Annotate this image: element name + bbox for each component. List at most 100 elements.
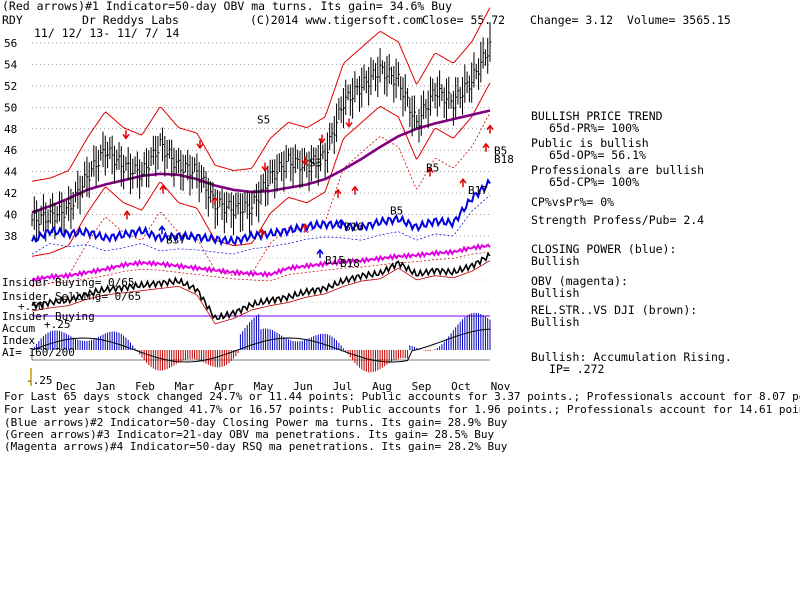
accumulation-status: Bullish: Accumulation Rising. xyxy=(531,350,732,364)
signal-label-b37: B37 xyxy=(166,233,186,246)
rel-strength-line xyxy=(31,251,491,321)
y-tick-label: 48 xyxy=(4,123,17,136)
public-status: Public is bullish xyxy=(531,136,649,150)
lower-band-dotted xyxy=(31,112,491,287)
signal-label-b17: B17 xyxy=(468,184,488,197)
index-label: Index xyxy=(2,334,36,347)
obv-label: OBV (magenta): xyxy=(531,274,628,288)
buy-arrowhead xyxy=(337,218,345,225)
x-tick-label: Mar xyxy=(175,380,195,393)
y-tick-label: 42 xyxy=(4,187,17,200)
signal-label-s5: S5 xyxy=(257,113,270,126)
insider-selling-label: Insider Selling= 0/65 xyxy=(2,290,142,303)
accumulation-ma xyxy=(31,328,491,363)
x-tick-label: Apr xyxy=(214,380,234,393)
sell-arrowhead xyxy=(345,122,353,128)
rel-strength-status: Bullish xyxy=(531,315,580,329)
buy-arrowhead xyxy=(482,142,490,149)
lower-band xyxy=(31,82,491,257)
buy-arrowhead xyxy=(301,222,309,229)
closing-power-label: CLOSING POWER (blue): xyxy=(531,242,677,256)
rel-strength-label: REL.STR..VS DJI (brown): xyxy=(531,303,698,317)
trading-bands xyxy=(31,7,491,287)
company-name: Dr Reddys Labs xyxy=(82,13,179,27)
closing-power-status: Bullish xyxy=(531,254,580,268)
accum-label: Accum xyxy=(2,322,36,335)
y-tick-label: 52 xyxy=(4,80,17,93)
x-tick-label: Nov xyxy=(491,380,511,393)
x-tick-label: Oct xyxy=(451,380,471,393)
footer-year: For Last year stock changed 41.7% or 16.… xyxy=(4,403,800,416)
x-tick-label: Aug xyxy=(372,380,392,393)
signal-label-b18: B18 xyxy=(340,257,360,270)
insider-buying-label: Insider Buying= 0/65 xyxy=(2,276,135,289)
rel-strength-ma xyxy=(31,260,491,325)
buy-arrowhead xyxy=(158,225,166,231)
date-range: 11/ 12/ 13- 11/ 7/ 14 xyxy=(34,26,180,40)
volume: Volume= 3565.15 xyxy=(627,13,731,27)
copyright: (C)2014 www.tigersoft.com xyxy=(250,13,424,27)
y-tick-label: 46 xyxy=(4,144,17,157)
y-tick-label: 40 xyxy=(4,209,17,222)
plus50-label: +.50 xyxy=(18,300,45,313)
ai-label: AI= 160/200 xyxy=(2,346,75,359)
y-tick-label: 56 xyxy=(4,37,17,50)
x-tick-label: Jul xyxy=(333,380,353,393)
close-price: Close= 55.72 xyxy=(422,13,506,27)
signal-label-b16: B16 xyxy=(344,221,364,234)
sell-arrowhead xyxy=(318,138,326,144)
x-axis-labels: Dec Jan Feb Mar Apr May Jun Jul Aug Sep Oct Nov xyxy=(56,380,511,393)
y-tick-label: 38 xyxy=(4,230,17,243)
obv-line xyxy=(31,242,491,283)
signal-label-s3: S3 xyxy=(309,156,322,169)
x-tick-label: Feb xyxy=(135,380,155,393)
footer-65day: For Last 65 days stock changed 24.7% or … xyxy=(4,390,800,403)
signal-label-b15: B15 xyxy=(325,254,345,267)
x-tick-label: Jun xyxy=(293,380,313,393)
obv-status: Bullish xyxy=(531,286,580,300)
footer-green-arrows: (Green arrows)#3 Indicator=21-day OBV ma… xyxy=(4,428,495,441)
change: Change= 3.12 xyxy=(530,13,614,27)
sell-arrowhead xyxy=(261,166,269,172)
plus25-label: +.25 xyxy=(44,318,71,331)
ticker: RDY xyxy=(2,13,23,27)
buy-arrowhead xyxy=(316,248,324,255)
minus25-label: -.25 xyxy=(26,374,53,387)
op-pct: 65d-OP%= 56.1% xyxy=(549,148,646,162)
y-axis-ticks: 38 40 42 44 46 48 50 52 54 56 xyxy=(4,37,18,243)
x-tick-label: May xyxy=(254,380,274,393)
x-tick-label: Jan xyxy=(96,380,116,393)
indicator-lines xyxy=(31,178,491,325)
accumulation-histogram xyxy=(31,312,491,373)
signal-label-b5: B5 xyxy=(426,162,439,175)
buy-arrowhead xyxy=(123,210,131,216)
x-tick-label: Sep xyxy=(412,380,432,393)
obv-ma xyxy=(31,251,491,287)
ip-value: IP= .272 xyxy=(549,362,605,376)
buy-arrowhead xyxy=(258,228,266,235)
upper-band xyxy=(31,7,491,182)
strength-ratio: Strength Profess/Pub= 2.4 xyxy=(531,213,705,227)
professionals-status: Professionals are bullish xyxy=(531,163,705,177)
sell-arrowhead xyxy=(301,159,309,166)
sell-arrowhead xyxy=(122,133,130,140)
buy-arrowhead xyxy=(159,184,167,191)
signal-label-b5: B5 xyxy=(390,205,403,218)
buy-arrowhead xyxy=(486,124,494,131)
buy-arrowhead xyxy=(459,177,467,184)
header-indicator-line: (Red arrows)#1 Indicator=50-day OBV ma t… xyxy=(2,0,453,13)
buy-arrowhead xyxy=(426,167,434,173)
x-tick-label: Dec xyxy=(56,380,76,393)
trend-title: BULLISH PRICE TREND xyxy=(531,109,663,123)
closing-power-line xyxy=(31,178,491,247)
insider-buying-label-2: Insider Buying xyxy=(2,310,95,323)
footer-magenta-arrows: (Magenta arrows)#4 Indicator=50-day RSQ … xyxy=(4,440,508,453)
y-tick-label: 54 xyxy=(4,58,18,71)
y-tick-label: 44 xyxy=(4,166,18,179)
sell-arrowhead xyxy=(196,143,204,150)
footer-blue-arrows: (Blue arrows)#2 Indicator=50-day Closing… xyxy=(4,416,508,429)
y-tick-label: 50 xyxy=(4,101,17,114)
price-bars xyxy=(31,22,492,242)
